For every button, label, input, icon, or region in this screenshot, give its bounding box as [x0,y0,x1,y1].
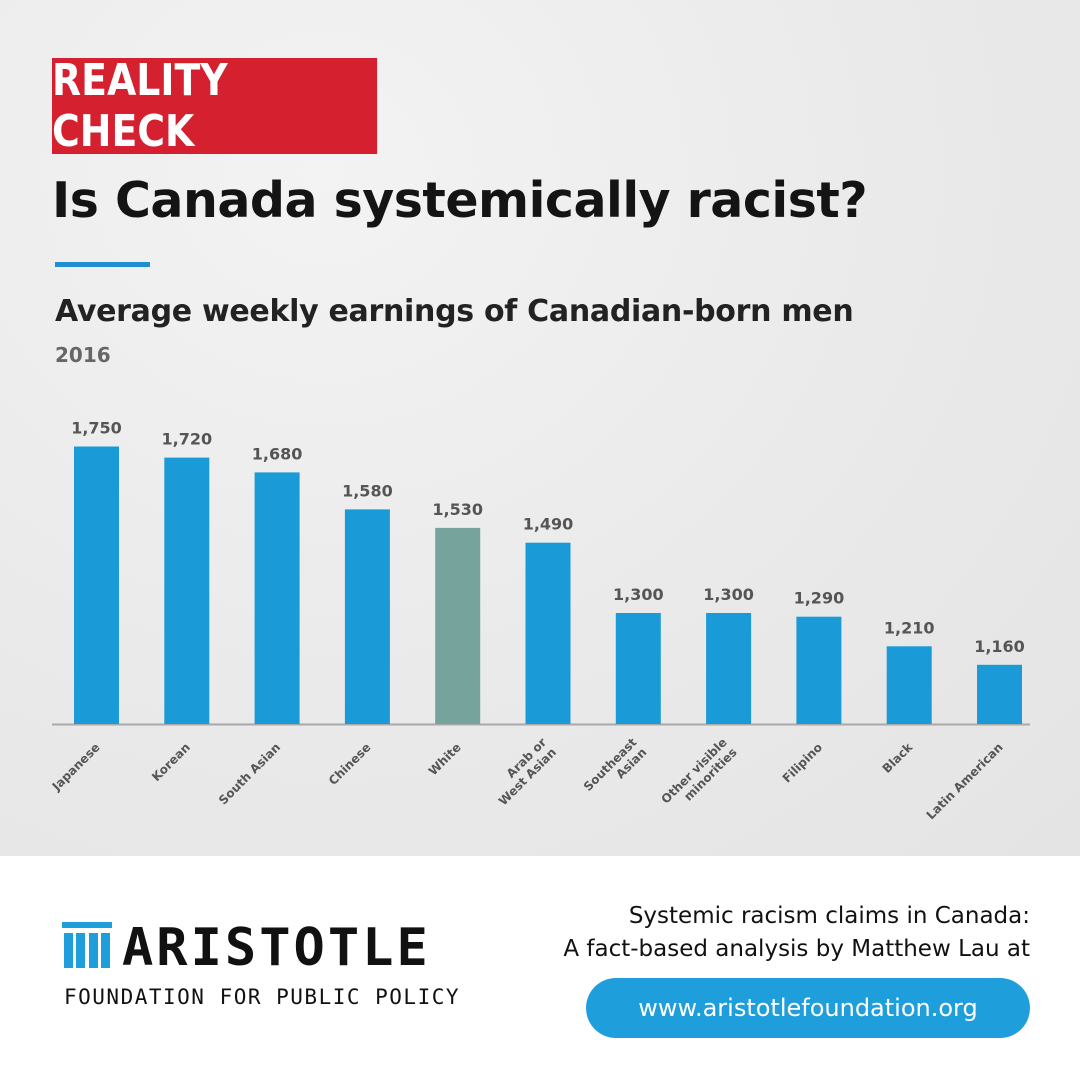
x-tick-label: South Asian [216,740,283,807]
reality-check-badge: REALITY CHECK [52,55,378,157]
logo-tagline: FOUNDATION FOR PUBLIC POLICY [64,985,461,1009]
website-link[interactable]: www.aristotlefoundation.org [586,978,1030,1038]
data-label: 1,160 [974,637,1025,656]
data-label: 1,750 [71,419,122,438]
x-tick-label: Latin American [924,740,1006,822]
bar-latin-american [977,664,1022,724]
accent-rule [55,262,150,267]
logo-name: ARISTOTLE [122,918,431,978]
x-tick-label: Chinese [326,740,374,788]
bar-chart: 1,750 Japanese 1,720 Korean 1,680 South Asian… [49,419,1030,822]
x-tick-label: Arab orWest Asian [486,735,559,808]
data-label: 1,210 [884,618,935,637]
bar-filipino [796,616,842,724]
x-tick-label: Black [880,740,916,776]
data-label: 1,530 [432,500,483,519]
column-logo-icon [62,922,112,968]
data-label: 1,300 [703,585,754,604]
data-label: 1,680 [252,444,303,463]
bar-southeast-asian [615,613,661,724]
data-label: 1,490 [523,515,574,534]
footer [0,856,1080,1080]
bar-other-visible-minorities [706,613,752,724]
data-label: 1,290 [794,589,845,608]
bar-arab-or-west-asian [525,542,571,724]
x-tick-label: Japanese [49,740,103,794]
bar-south-asian [254,472,300,724]
x-tick-label: SoutheastAsian [581,735,650,804]
x-tick-label: Filipino [780,740,825,785]
x-tick-label: Korean [149,740,193,784]
promo-text: Systemic racism claims in Canada: A fact… [563,900,1030,966]
bar-korean [164,457,210,724]
data-label: 1,300 [613,585,664,604]
bar-japanese [74,446,119,724]
bar-black [886,646,932,724]
x-tick-label: White [426,740,464,778]
chart-title: Average weekly earnings of Canadian-born… [55,294,854,329]
chart-subtitle: 2016 [55,343,111,367]
promo-line-2: A fact-based analysis by Matthew Lau at [563,936,1030,962]
data-label: 1,720 [161,430,212,449]
x-tick-label: Other visibleminorities [659,735,740,816]
headline: Is Canada systemically racist? [52,172,868,229]
data-label: 1,580 [342,481,393,500]
promo-line-1: Systemic racism claims in Canada: [628,903,1030,929]
bar-chinese [344,509,390,724]
bar-white [435,527,481,724]
